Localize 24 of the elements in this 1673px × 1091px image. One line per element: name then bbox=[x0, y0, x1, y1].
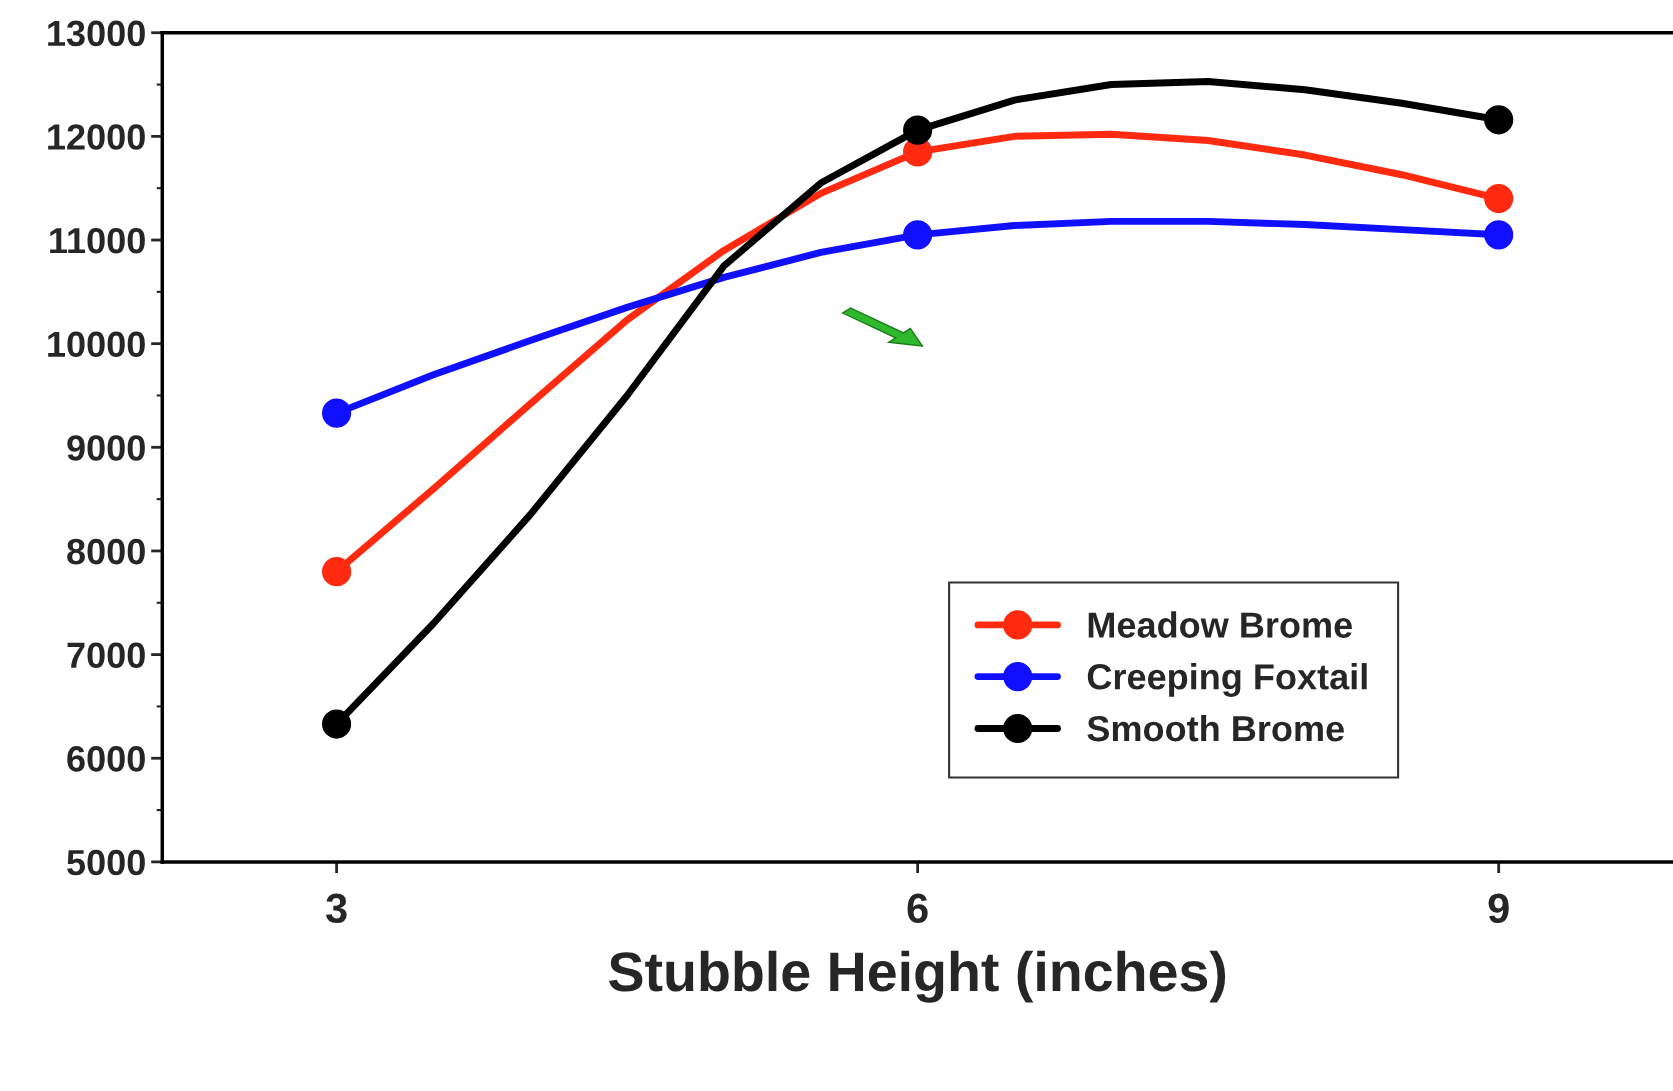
y-tick-label: 6000 bbox=[67, 746, 145, 772]
y-tick-label: 11000 bbox=[50, 227, 145, 254]
y-tick-label: 8000 bbox=[67, 538, 145, 565]
x-tick-label: 6 bbox=[907, 893, 928, 924]
point bbox=[903, 115, 933, 145]
point bbox=[1484, 183, 1514, 214]
y-tick-label: 12000 bbox=[48, 124, 145, 150]
y-tick-label: 5000 bbox=[67, 849, 145, 876]
point bbox=[322, 557, 352, 587]
y-tick-label: 9000 bbox=[67, 435, 145, 461]
y-tick-label: 7000 bbox=[67, 642, 145, 669]
x-tick-label: 3 bbox=[325, 893, 347, 924]
legend-label: Smooth Brome bbox=[1087, 714, 1344, 742]
legend-label: Creeping Foxtail bbox=[1087, 663, 1367, 697]
point bbox=[322, 398, 352, 428]
point bbox=[903, 220, 933, 250]
point bbox=[1484, 220, 1514, 250]
x-axis-title: Stubble Height (inches) bbox=[609, 950, 1226, 1003]
legend-label: Meadow Brome bbox=[1088, 611, 1352, 638]
y-tick-label: 13000 bbox=[48, 20, 145, 47]
point bbox=[322, 709, 352, 739]
y-tick-label: 10000 bbox=[48, 331, 145, 358]
point bbox=[1484, 105, 1514, 135]
x-tick-label: 9 bbox=[1488, 893, 1509, 924]
